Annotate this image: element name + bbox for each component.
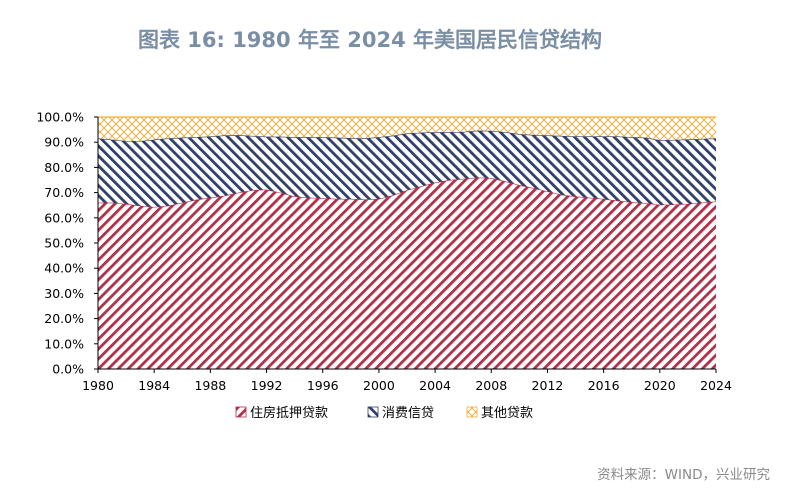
y-tick-label: 20.0% (44, 311, 84, 326)
legend-label-mortgage: 住房抵押贷款 (250, 405, 328, 421)
legend-swatch-other (466, 406, 478, 418)
x-tick-label: 2000 (363, 378, 395, 393)
y-tick-label: 40.0% (44, 261, 84, 276)
legend-label-other: 其他贷款 (481, 406, 533, 421)
x-tick-label: 1996 (307, 378, 339, 393)
y-tick-label: 70.0% (44, 185, 84, 200)
legend-label-consumer: 消费信贷 (382, 406, 434, 421)
area-series-consumer (98, 130, 716, 207)
x-tick-label: 2004 (419, 378, 451, 393)
x-tick-label: 1984 (138, 378, 170, 393)
x-tick-label: 1980 (82, 378, 114, 393)
source-note: 资料来源：WIND，兴业研究 (597, 467, 770, 483)
x-tick-label: 2016 (588, 378, 620, 393)
legend-swatch-consumer (367, 406, 379, 418)
y-tick-label: 90.0% (44, 135, 84, 150)
x-tick-label: 1992 (251, 378, 283, 393)
y-tick-label: 30.0% (44, 286, 84, 301)
y-tick-label: 60.0% (44, 210, 84, 225)
legend-swatch-mortgage (235, 406, 247, 418)
x-tick-label: 2020 (644, 378, 676, 393)
x-tick-label: 2008 (475, 378, 507, 393)
x-tick-label: 2012 (532, 378, 564, 393)
chart-title: 图表 16: 1980 年至 2024 年美国居民信贷结构 (137, 28, 603, 52)
y-tick-label: 100.0% (36, 110, 84, 125)
y-tick-label: 10.0% (44, 336, 84, 351)
area-series-other (98, 117, 716, 141)
y-tick-label: 80.0% (44, 160, 84, 175)
x-tick-label: 1988 (194, 378, 226, 393)
x-tick-label: 2024 (700, 378, 732, 393)
area-series-mortgage (98, 177, 716, 369)
y-tick-label: 0.0% (52, 362, 84, 377)
y-tick-label: 50.0% (44, 236, 84, 251)
